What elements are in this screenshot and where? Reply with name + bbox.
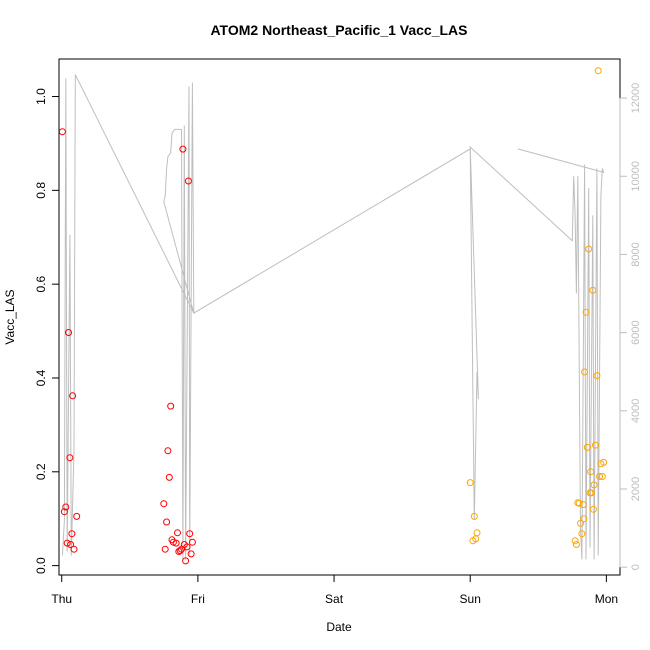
- data-point: [583, 443, 591, 451]
- y-tick-label: 0.2: [34, 463, 48, 480]
- right-axis: 0 2000 4000 6000 8000 10000 12000: [619, 83, 642, 570]
- data-point: [577, 519, 584, 527]
- data-point: [594, 67, 602, 75]
- data-point: [174, 529, 181, 537]
- data-point: [184, 177, 192, 185]
- y-tick-label: 0.6: [34, 275, 48, 292]
- data-point: [466, 479, 474, 487]
- data-point: [67, 541, 75, 548]
- y-tick-label: 0.8: [34, 182, 48, 199]
- x-tick-label: Mon: [595, 592, 618, 606]
- data-point: [176, 547, 184, 555]
- y-tick-label: 0.4: [34, 369, 48, 386]
- data-point: [470, 512, 478, 520]
- right-tick-label: 6000: [630, 320, 642, 344]
- data-point: [60, 508, 68, 516]
- points-layer: [58, 67, 608, 565]
- data-point: [167, 402, 175, 410]
- data-point: [172, 539, 180, 547]
- data-point: [164, 447, 172, 455]
- x-tick-label: Thu: [51, 592, 72, 606]
- data-point: [70, 545, 78, 553]
- right-tick-label: 12000: [630, 83, 642, 114]
- data-point: [183, 543, 191, 551]
- right-tick-label: 4000: [630, 399, 642, 423]
- data-point: [188, 538, 196, 546]
- data-point: [187, 550, 195, 558]
- data-point: [65, 329, 72, 336]
- data-point: [160, 500, 168, 508]
- x-tick-label: Sat: [325, 592, 344, 606]
- x-tick-label: Sun: [460, 592, 481, 606]
- data-point: [579, 501, 587, 509]
- plot-frame: [58, 58, 621, 576]
- data-point: [575, 499, 583, 507]
- data-point: [68, 530, 76, 538]
- y-axis-label: Vacc_LAS: [3, 289, 17, 344]
- data-point: [572, 541, 580, 548]
- data-point: [182, 557, 190, 565]
- data-point: [593, 372, 601, 380]
- y-tick-label: 0.0: [34, 557, 48, 574]
- data-point: [62, 503, 70, 511]
- data-point: [73, 512, 81, 520]
- data-point: [580, 515, 588, 523]
- data-point: [587, 489, 595, 497]
- data-point: [581, 368, 589, 376]
- data-point: [596, 473, 604, 480]
- right-tick-label: 2000: [630, 477, 642, 501]
- right-tick-label: 0: [630, 564, 642, 570]
- data-point: [66, 454, 74, 462]
- x-axis: Thu Fri Sat Sun Mon: [51, 574, 618, 606]
- data-point: [585, 245, 593, 253]
- x-axis-label: Date: [326, 620, 352, 634]
- data-point: [163, 518, 171, 526]
- data-point: [598, 473, 606, 480]
- data-point: [186, 530, 194, 538]
- data-point: [600, 458, 608, 466]
- data-point: [582, 308, 590, 316]
- x-tick-label: Fri: [191, 592, 205, 606]
- chart-title: ATOM2 Northeast_Pacific_1 Vacc_LAS: [210, 22, 467, 38]
- data-point: [58, 128, 66, 136]
- right-tick-label: 8000: [630, 242, 642, 266]
- data-point: [69, 392, 77, 400]
- data-point: [179, 145, 187, 153]
- data-point: [587, 468, 595, 476]
- depth-line: [61, 74, 605, 560]
- data-point: [571, 537, 579, 545]
- y-axis: 0.0 0.2 0.4 0.6 0.8 1.0: [34, 88, 60, 574]
- data-point: [165, 473, 173, 481]
- data-point: [592, 441, 599, 449]
- data-point: [590, 481, 598, 489]
- right-tick-label: 10000: [630, 161, 642, 192]
- data-point: [589, 505, 597, 513]
- y-tick-label: 1.0: [34, 88, 48, 105]
- data-point: [578, 530, 586, 538]
- data-point: [589, 286, 597, 294]
- data-point: [63, 539, 71, 547]
- depth-line-layer: [61, 74, 605, 560]
- data-point: [473, 529, 481, 537]
- data-point: [161, 545, 169, 553]
